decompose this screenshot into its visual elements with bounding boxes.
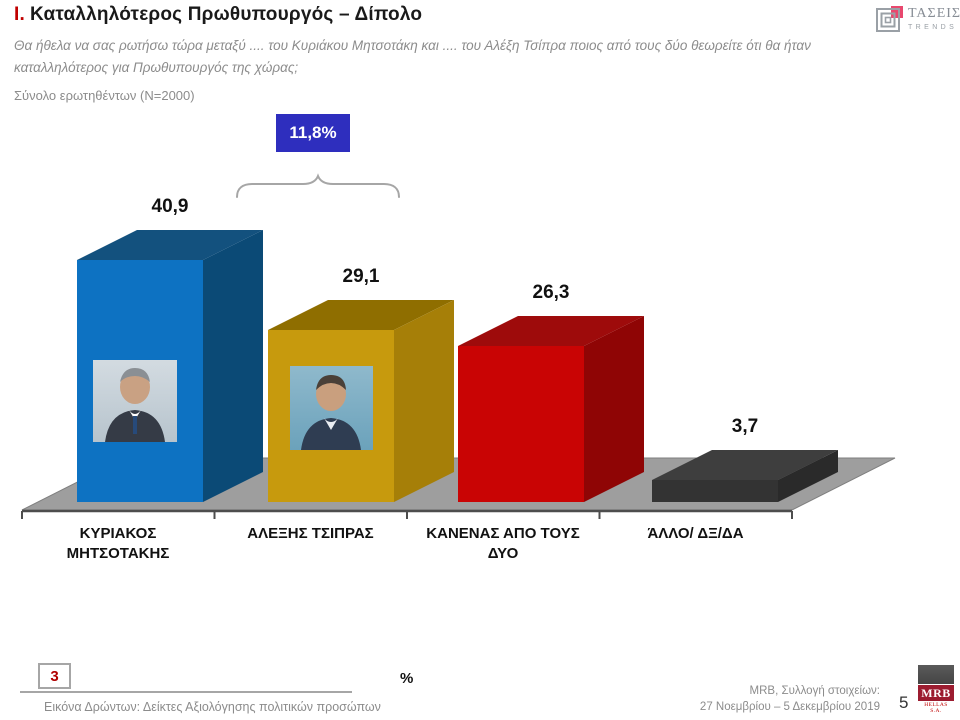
bar-top-0 bbox=[77, 230, 263, 260]
difference-brace bbox=[236, 173, 400, 198]
mrb-logo: MRB HELLAS S.A. bbox=[918, 665, 954, 714]
question-text: Θα ήθελα να σας ρωτήσω τώρα μεταξύ .... … bbox=[14, 35, 811, 79]
taseis-logo: ΤΑΣΕΙΣ TRENDS bbox=[874, 6, 960, 41]
bar-side-3 bbox=[778, 450, 838, 502]
difference-badge: 11,8% bbox=[276, 114, 350, 152]
unit-label: % bbox=[400, 670, 414, 687]
taseis-logo-text: ΤΑΣΕΙΣ bbox=[908, 6, 960, 21]
page-title: I. Καταλληλότερος Πρωθυπουργός – Δίπολο bbox=[14, 4, 422, 26]
bar-side-2 bbox=[584, 316, 644, 502]
bar-side-1 bbox=[394, 300, 454, 502]
sample-size: Σύνολο ερωτηθέντων (N=2000) bbox=[14, 88, 195, 103]
question-line-1: Θα ήθελα να σας ρωτήσω τώρα μεταξύ .... … bbox=[14, 38, 811, 53]
mitsotakis-photo bbox=[93, 360, 177, 442]
mrb-logo-name: MRB bbox=[918, 685, 954, 701]
trends-logo-text: TRENDS bbox=[908, 24, 958, 31]
source-line-2: 27 Νοεμβρίου – 5 Δεκεμβρίου 2019 bbox=[699, 700, 880, 713]
bar-side-0 bbox=[203, 230, 263, 502]
question-line-2: καταλληλότερος για Πρωθυπουργός της χώρα… bbox=[14, 59, 299, 75]
bar-top-3 bbox=[652, 450, 838, 480]
bar-top-2 bbox=[458, 316, 644, 346]
tsipras-photo bbox=[290, 366, 373, 450]
mrb-logo-sub: HELLAS S.A. bbox=[924, 702, 948, 714]
source-note: MRB, Συλλογή στοιχείων: 27 Νοεμβρίου – 5… bbox=[700, 684, 880, 715]
section-number-box: 3 bbox=[38, 663, 71, 689]
bar-2 bbox=[458, 346, 584, 502]
title-text: Καταλληλότερος Πρωθυπουργός – Δίπολο bbox=[29, 4, 423, 25]
footer-caption: Εικόνα Δρώντων: Δείκτες Αξιολόγησης πολι… bbox=[44, 700, 381, 714]
footer-divider bbox=[20, 691, 352, 693]
page-number: 5 bbox=[899, 693, 909, 712]
bar-top-1 bbox=[268, 300, 454, 330]
bar-3 bbox=[652, 480, 778, 502]
mrb-logo-block bbox=[918, 665, 954, 684]
taseis-squares-icon bbox=[874, 6, 904, 41]
title-index: I. bbox=[14, 4, 25, 25]
source-line-1: MRB, Συλλογή στοιχείων: bbox=[749, 685, 880, 697]
